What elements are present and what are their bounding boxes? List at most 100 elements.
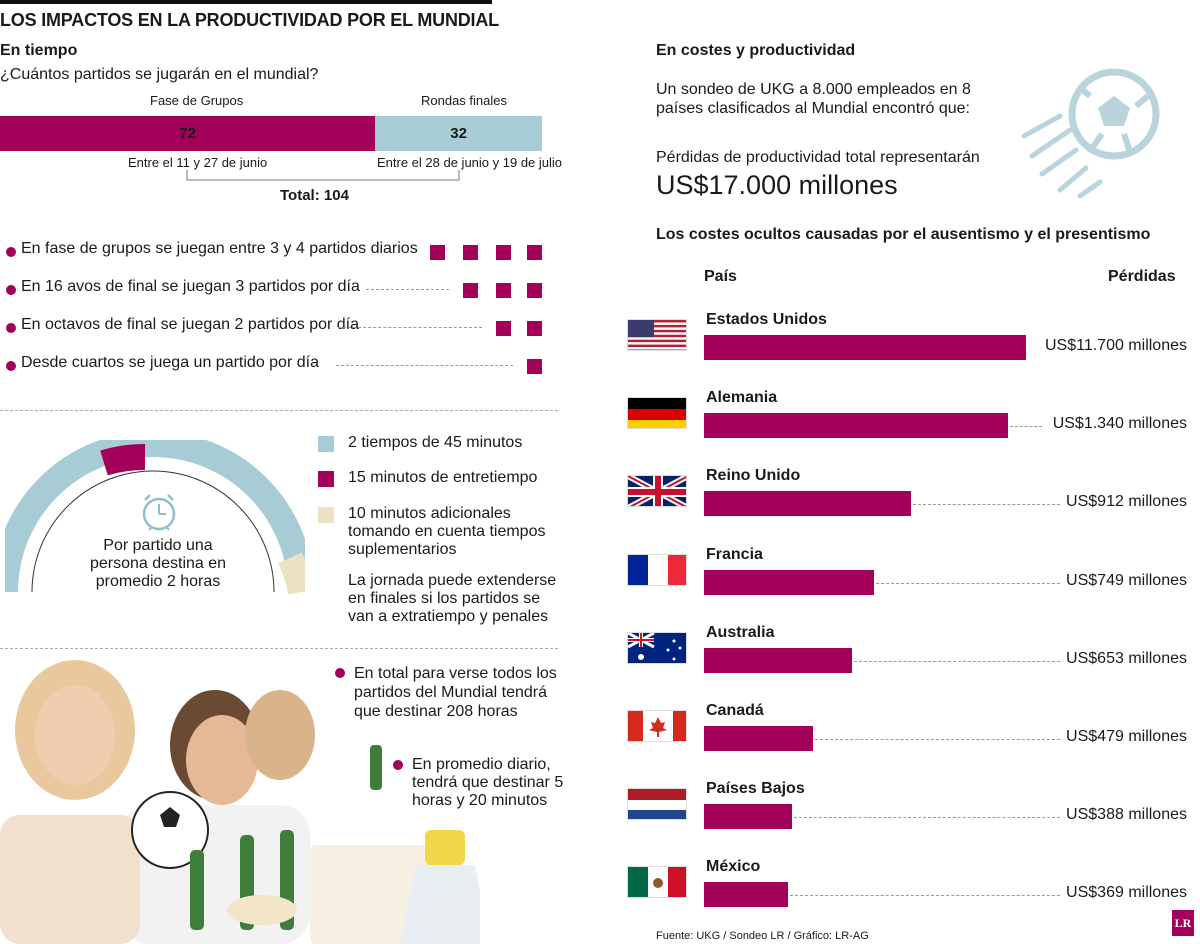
match-square: [527, 283, 542, 298]
loss-leader: [815, 739, 1060, 740]
loss-leader: [876, 582, 1060, 584]
loss-value: US$653 millones: [1066, 649, 1187, 667]
schedule-bullet: [6, 247, 16, 257]
total-bracket: [186, 170, 460, 181]
country-name: Australia: [706, 623, 775, 641]
matches-bar-segment: 32: [375, 116, 542, 151]
loss-value: US$912 millones: [1066, 493, 1187, 511]
mexico-flag-icon: [627, 866, 687, 899]
schedule-leader: [336, 365, 513, 366]
australia-flag-icon: [627, 631, 687, 664]
groups-label: Fase de Grupos: [150, 93, 244, 108]
loss-value: US$1.340 millones: [1052, 415, 1187, 433]
legend-text: 10 minutos adicionales tomando en cuenta…: [348, 505, 546, 558]
loss-leader: [790, 895, 1060, 897]
loss-total: US$17.000 millones: [656, 170, 898, 200]
loss-bar: [704, 491, 911, 517]
match-square: [463, 283, 478, 298]
legend-swatch: [318, 507, 334, 523]
country-name: Países Bajos: [706, 780, 805, 798]
country-name: México: [706, 858, 761, 876]
schedule-text: En fase de grupos se juegan entre 3 y 4 …: [21, 240, 418, 257]
total-matches: Total: 104: [280, 187, 349, 204]
schedule-list: En fase de grupos se juegan entre 3 y 4 …: [0, 240, 560, 390]
match-square: [527, 359, 542, 374]
time-gauge: [5, 440, 305, 595]
schedule-leader: [338, 327, 482, 328]
country-name: Alemania: [706, 389, 778, 407]
legend-swatch: [318, 436, 334, 452]
clock-icon: [142, 494, 176, 531]
legend-text: 15 minutos de entretiempo: [348, 469, 538, 486]
bullet-dot: [393, 760, 403, 770]
finals-label: Rondas finales: [421, 93, 507, 108]
schedule-bullet: [6, 361, 16, 371]
loss-bar: [704, 413, 1008, 439]
source-note: Fuente: UKG / Sondeo LR / Gráfico: LR-AG: [656, 930, 869, 942]
loss-bar: [704, 882, 788, 908]
match-square: [430, 245, 445, 260]
loss-leader: [854, 660, 1060, 662]
estados-unidos-flag-icon: [627, 319, 687, 351]
alemania-flag-icon: [627, 397, 687, 430]
loss-bar: [704, 647, 852, 673]
match-square: [527, 245, 542, 260]
country-name: Estados Unidos: [706, 311, 827, 328]
loss-leader: [794, 817, 1060, 819]
reino-unido-flag-icon: [627, 475, 687, 508]
loss-value: US$749 millones: [1066, 571, 1187, 589]
loss-value: US$11.700 millones: [1044, 337, 1187, 354]
loss-bar: [704, 335, 1026, 360]
schedule-bullet: [6, 285, 16, 295]
loss-value: US$369 millones: [1066, 884, 1187, 902]
daily-hours-note: En promedio diario, tendrá que destinar …: [412, 756, 564, 809]
country-losses-chart: Estados Unidos US$11.700 millones Alemania…: [600, 300, 1200, 920]
bullet-dot: [335, 668, 345, 678]
legend-text: 2 tiempos de 45 minutos: [348, 434, 523, 451]
match-square: [496, 321, 511, 336]
section-title-costs: En costes y productividad: [656, 42, 856, 59]
loss-leader: [1010, 426, 1042, 428]
total-hours-note: En total para verse todos los partidos d…: [354, 665, 557, 720]
separator-1: [0, 410, 558, 411]
loss-value: US$479 millones: [1066, 728, 1187, 745]
loss-leader: [913, 504, 1060, 506]
finals-dates: Entre el 28 de junio y 19 de julio: [377, 155, 563, 170]
canada-flag-icon: [627, 710, 687, 742]
schedule-bullet: [6, 323, 16, 333]
section-title-time: En tiempo: [0, 42, 78, 59]
francia-flag-icon: [627, 553, 687, 586]
lr-logo: LR: [1172, 910, 1194, 936]
groups-dates: Entre el 11 y 27 de junio: [128, 155, 268, 170]
match-square: [496, 283, 511, 298]
col-losses-header: Pérdidas: [1108, 268, 1176, 285]
paises-bajos-flag-icon: [627, 788, 687, 821]
loss-bar: [704, 569, 874, 595]
matches-stacked-bar: 72 32: [0, 116, 542, 151]
loss-bar: [704, 804, 792, 830]
loss-bar: [704, 726, 813, 751]
costs-chart-title: Los costes ocultos causadas por el ausen…: [656, 226, 1151, 243]
extend-note: La jornada puede extenderse en finales s…: [348, 572, 557, 625]
soccer-ball-icon: [1021, 68, 1160, 198]
country-name: Reino Unido: [706, 467, 801, 485]
matches-question: ¿Cuántos partidos se jugarán en el mundi…: [0, 66, 319, 83]
match-square: [496, 245, 511, 260]
survey-text: Un sondeo de UKG a 8.000 empleados en 8 …: [656, 81, 971, 117]
country-name: Francia: [706, 545, 763, 563]
legend-swatch: [318, 471, 334, 487]
match-square: [463, 245, 478, 260]
schedule-leader: [366, 289, 449, 290]
schedule-text: En 16 avos de final se juegan 3 partidos…: [21, 278, 360, 295]
match-square: [527, 321, 542, 336]
country-name: Canadá: [706, 702, 764, 719]
schedule-text: En octavos de final se juegan 2 partidos…: [21, 316, 359, 333]
col-country-header: País: [704, 268, 737, 285]
loss-intro: Pérdidas de productividad total represen…: [656, 149, 980, 166]
loss-value: US$388 millones: [1066, 806, 1187, 824]
separator-2: [0, 648, 558, 649]
page-title: LOS IMPACTOS EN LA PRODUCTIVIDAD POR EL …: [0, 10, 499, 30]
gauge-caption: Por partido una persona destina en prome…: [89, 537, 227, 590]
fans-illustration: [0, 655, 480, 944]
matches-bar-segment: 72: [0, 116, 376, 151]
